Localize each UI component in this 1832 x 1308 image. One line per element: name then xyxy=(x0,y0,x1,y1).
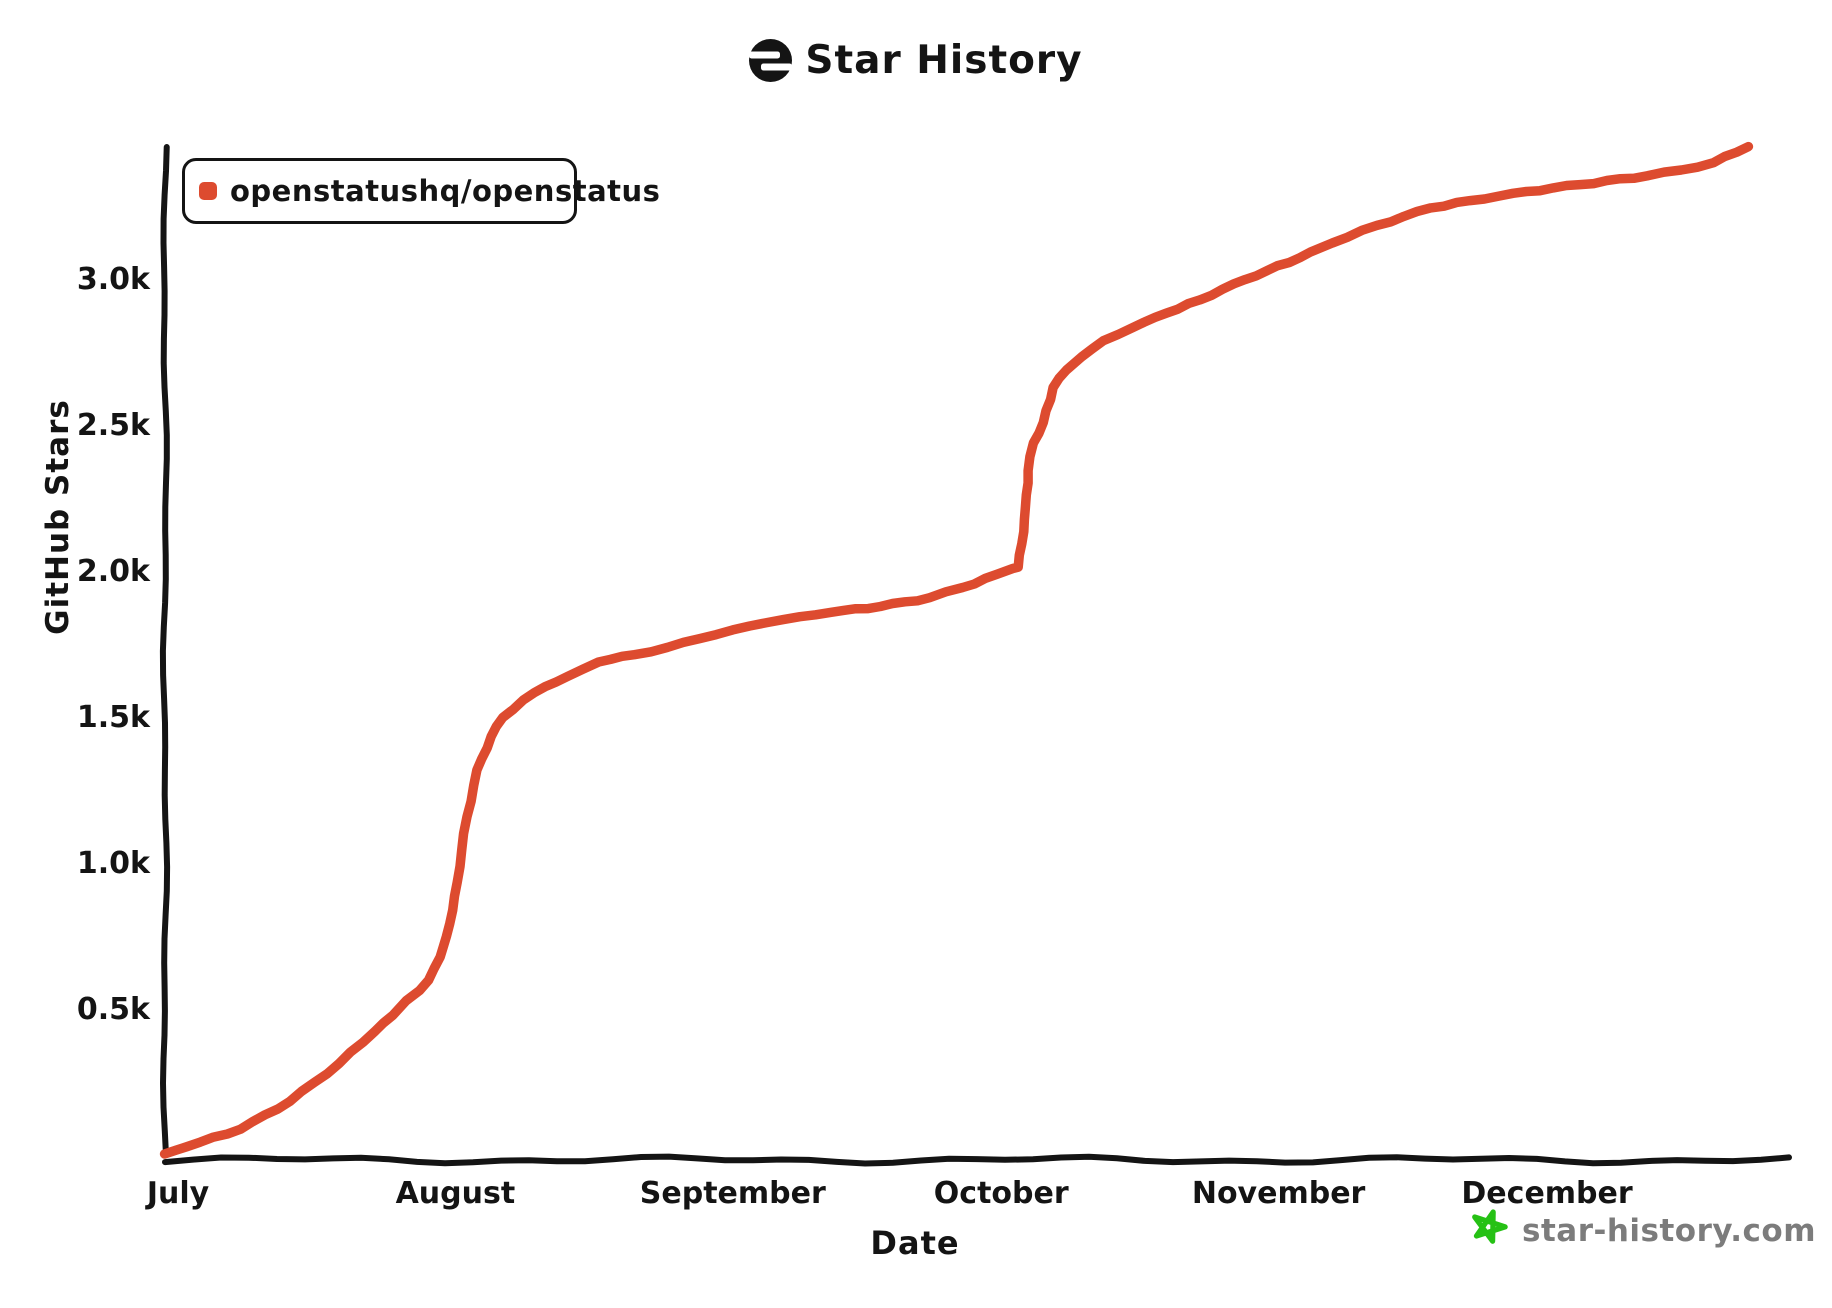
watermark-text: star-history.com xyxy=(1522,1213,1817,1249)
y-tick-label: 2.0k xyxy=(77,554,151,589)
y-axis-line xyxy=(159,144,171,1158)
y-tick-label: 1.5k xyxy=(77,700,151,735)
y-tick-label: 0.5k xyxy=(77,992,151,1027)
star-icon xyxy=(1472,1209,1508,1244)
x-tick-label: November xyxy=(1192,1176,1366,1211)
x-tick-label: October xyxy=(934,1176,1069,1211)
x-axis-title: Date xyxy=(870,1224,960,1262)
y-tick-label: 3.0k xyxy=(77,262,151,297)
x-tick-label: September xyxy=(640,1176,826,1211)
y-axis-title: GitHub Stars xyxy=(40,399,76,635)
chart-title: Star History xyxy=(805,38,1083,83)
x-tick-label: July xyxy=(145,1176,210,1211)
x-tick-label: December xyxy=(1461,1176,1632,1211)
chart-header: Star History xyxy=(0,38,1832,83)
y-tick-label: 1.0k xyxy=(77,846,151,881)
legend-series-swatch xyxy=(199,182,217,200)
legend-series-label: openstatushq/openstatus xyxy=(230,174,661,208)
legend-box: openstatushq/openstatus xyxy=(182,158,660,224)
watermark-link[interactable]: star-history.com xyxy=(1466,1208,1816,1254)
star-history-logo-icon xyxy=(749,39,793,82)
x-tick-label: August xyxy=(396,1176,516,1211)
x-axis-line xyxy=(162,1153,1792,1167)
y-tick-label: 2.5k xyxy=(77,408,151,443)
series-line xyxy=(159,141,1754,1159)
